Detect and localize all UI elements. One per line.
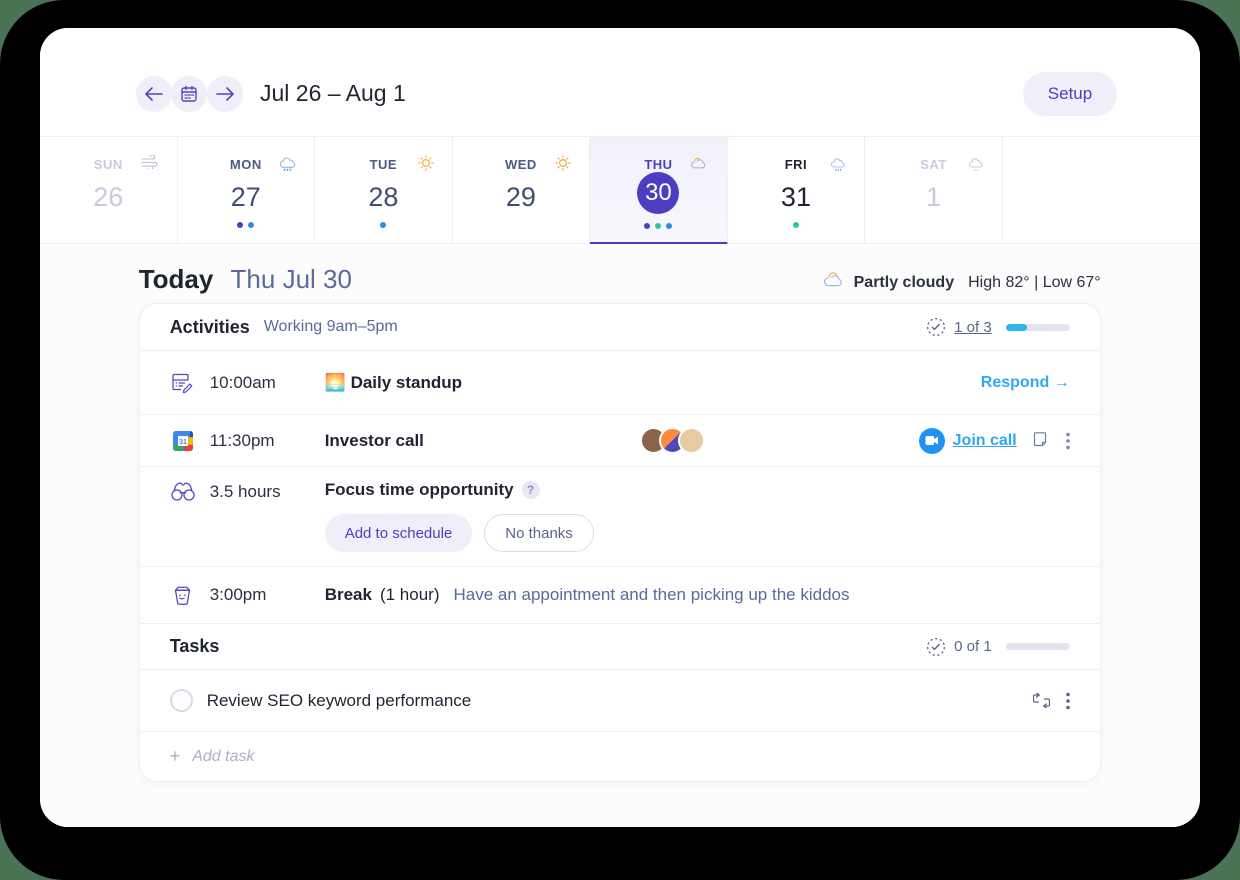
svg-text:31: 31 xyxy=(179,439,187,446)
